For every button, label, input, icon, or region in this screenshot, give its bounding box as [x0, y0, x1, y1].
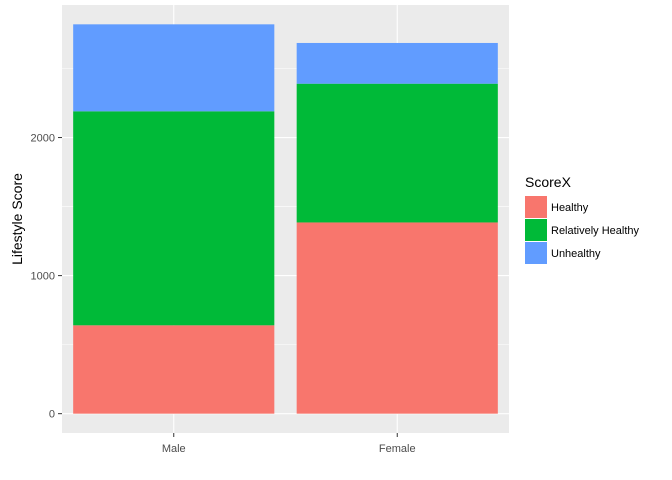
y-axis: 0 1000 2000	[31, 133, 62, 421]
x-tick-label: Male	[162, 443, 186, 455]
bar-female-healthy	[296, 222, 498, 414]
bar-female-unhealthy	[296, 42, 498, 84]
legend-title: ScoreX	[525, 174, 572, 190]
bar-male-relatively-healthy	[73, 111, 275, 326]
bar-female-relatively-healthy	[296, 83, 498, 223]
bar-male-unhealthy	[73, 24, 275, 112]
y-axis-title: Lifestyle Score	[9, 173, 25, 265]
x-axis: Male Female	[162, 433, 416, 455]
y-tick-label: 2000	[31, 133, 55, 145]
legend-key-relatively-healthy	[525, 219, 547, 241]
x-tick-label: Female	[379, 443, 416, 455]
legend-key-healthy	[525, 196, 547, 218]
y-tick-label: 1000	[31, 271, 55, 283]
legend: ScoreX Healthy Relatively Healthy Unhealth…	[525, 174, 640, 264]
legend-key-unhealthy	[525, 242, 547, 264]
legend-label: Unhealthy	[551, 248, 601, 260]
legend-label: Relatively Healthy	[551, 225, 640, 237]
bars	[73, 24, 498, 414]
bar-male-healthy	[73, 325, 275, 414]
legend-label: Healthy	[551, 202, 589, 214]
y-tick-label: 0	[49, 409, 55, 421]
